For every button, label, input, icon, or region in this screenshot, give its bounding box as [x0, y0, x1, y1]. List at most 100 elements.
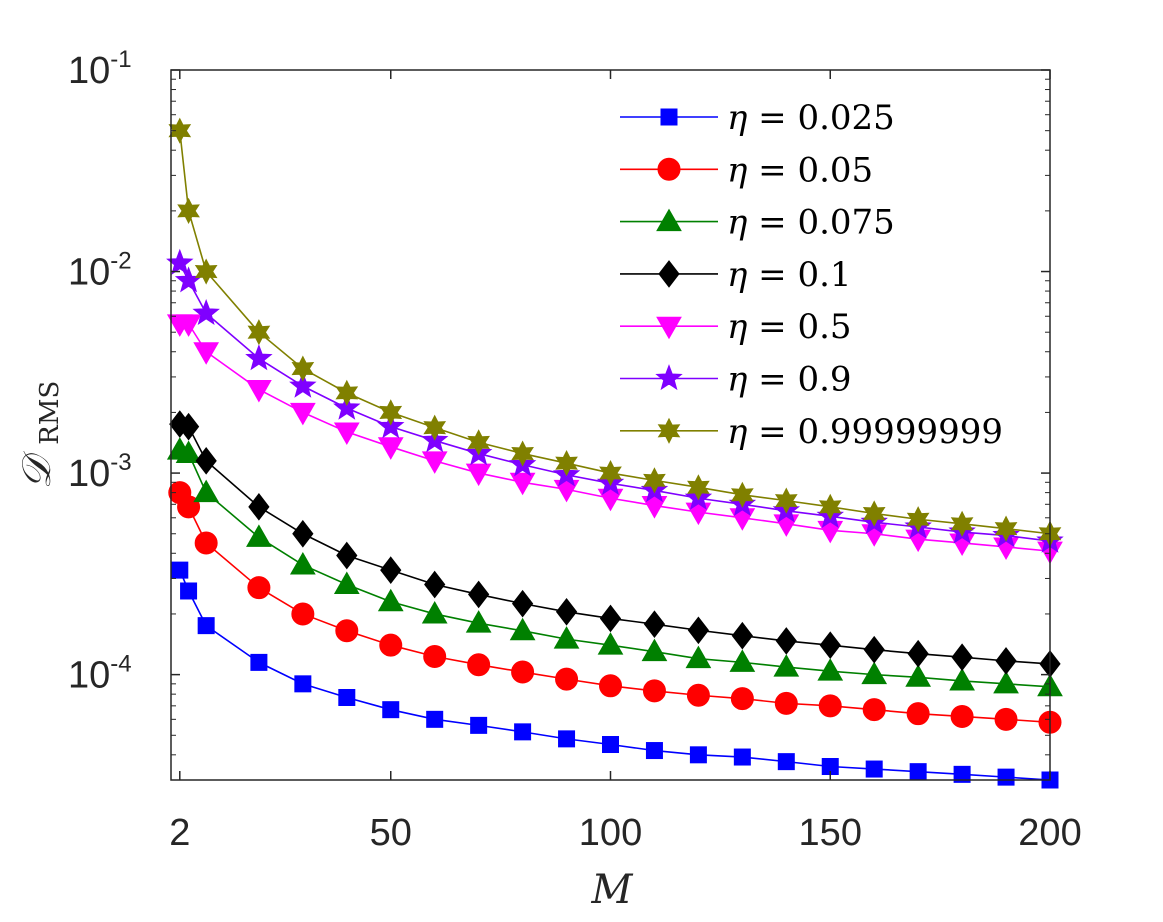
data-point: [599, 459, 622, 487]
data-point: [818, 694, 842, 718]
data-point: [689, 746, 707, 764]
x-tick-label: 200: [1018, 812, 1081, 854]
data-point: [336, 541, 358, 570]
data-point: [194, 258, 218, 285]
data-point: [470, 716, 488, 734]
series-line: [179, 323, 1051, 552]
data-point: [177, 412, 200, 441]
data-point: [289, 551, 316, 575]
data-point: [599, 674, 622, 698]
data-point: [687, 474, 710, 501]
y-tick-label: 10-1: [68, 46, 132, 92]
data-point: [777, 753, 795, 771]
data-point: [377, 588, 404, 612]
data-point: [863, 635, 885, 664]
y-axis-label: 𝒟 RMS: [14, 381, 65, 490]
data-point: [247, 576, 271, 600]
legend-entry: η = 0.9: [620, 360, 852, 400]
data-point: [730, 687, 754, 711]
data-point: [193, 479, 220, 503]
data-point: [997, 768, 1015, 786]
data-point: [421, 600, 448, 624]
data-point: [818, 493, 842, 520]
data-point: [168, 117, 192, 144]
y-axis-label-subscript: RMS: [35, 381, 65, 445]
data-point: [333, 571, 360, 594]
legend-marker: [656, 208, 682, 232]
data-point: [642, 679, 666, 703]
data-point: [250, 653, 268, 671]
data-point: [994, 707, 1018, 731]
data-point: [289, 371, 317, 398]
data-point: [909, 763, 927, 781]
y-tick-label-exponent: -3: [110, 449, 131, 476]
legend-label-symbol: η: [727, 150, 748, 190]
data-point: [194, 531, 218, 555]
data-point: [333, 393, 361, 420]
data-point: [643, 610, 666, 638]
legend-label-value: = 0.99999999: [747, 412, 1003, 452]
data-point: [993, 670, 1019, 694]
data-point: [197, 617, 215, 635]
legend-label-symbol: η: [727, 255, 748, 295]
data-point: [467, 653, 491, 677]
legend-label-symbol: η: [727, 203, 748, 243]
data-point: [291, 355, 315, 382]
legend-entry: η = 0.05: [620, 150, 873, 190]
series-line: [179, 449, 1051, 688]
data-point: [247, 319, 271, 346]
series-circle: [168, 481, 1062, 734]
legend-marker: [655, 364, 683, 391]
data-point: [421, 451, 448, 474]
data-point: [423, 644, 447, 668]
data-point: [774, 487, 798, 514]
data-point: [687, 616, 710, 645]
data-point: [641, 496, 668, 519]
y-tick-label-exponent: -1: [110, 46, 131, 73]
data-point: [865, 760, 883, 778]
data-point: [906, 702, 930, 726]
data-point: [171, 561, 189, 579]
data-point: [819, 631, 841, 659]
data-point: [426, 710, 444, 728]
data-point: [643, 467, 666, 494]
legend-marker: [657, 417, 681, 444]
legend-label: η = 0.5: [727, 307, 852, 347]
y-tick-label-exponent: -4: [110, 651, 131, 678]
data-point: [380, 556, 402, 584]
data-point: [382, 701, 400, 719]
legend-label: η = 0.075: [727, 203, 895, 243]
legend-label-value: = 0.075: [747, 203, 894, 243]
data-point: [467, 429, 490, 456]
data-point: [335, 619, 359, 643]
data-point: [511, 589, 534, 618]
data-point: [555, 450, 578, 477]
data-point: [379, 399, 403, 426]
data-point: [180, 582, 198, 600]
legend-label: η = 0.025: [727, 98, 895, 138]
legend-entry: η = 0.99999999: [620, 412, 1003, 452]
data-point: [685, 645, 712, 669]
data-point: [509, 617, 536, 641]
y-tick-label-base: 10: [68, 655, 110, 697]
data-point: [175, 440, 202, 464]
legend-label-symbol: η: [727, 412, 748, 452]
data-point: [641, 638, 668, 662]
y-tick-label: 10-4: [68, 651, 132, 697]
data-point: [995, 647, 1017, 675]
data-point: [246, 379, 272, 403]
y-tick-label-exponent: -2: [110, 248, 131, 275]
legend-label-value: = 0.9: [747, 360, 851, 400]
legend-label-value: = 0.5: [747, 307, 851, 347]
data-point: [195, 447, 217, 475]
data-point: [558, 730, 576, 748]
legend-marker: [656, 316, 682, 340]
data-point: [465, 610, 492, 633]
data-point: [292, 519, 314, 548]
y-tick-label: 10-2: [68, 248, 132, 294]
legend-label: η = 0.99999999: [727, 412, 1003, 452]
x-tick-label: 50: [370, 812, 412, 854]
legend-marker: [660, 108, 678, 126]
